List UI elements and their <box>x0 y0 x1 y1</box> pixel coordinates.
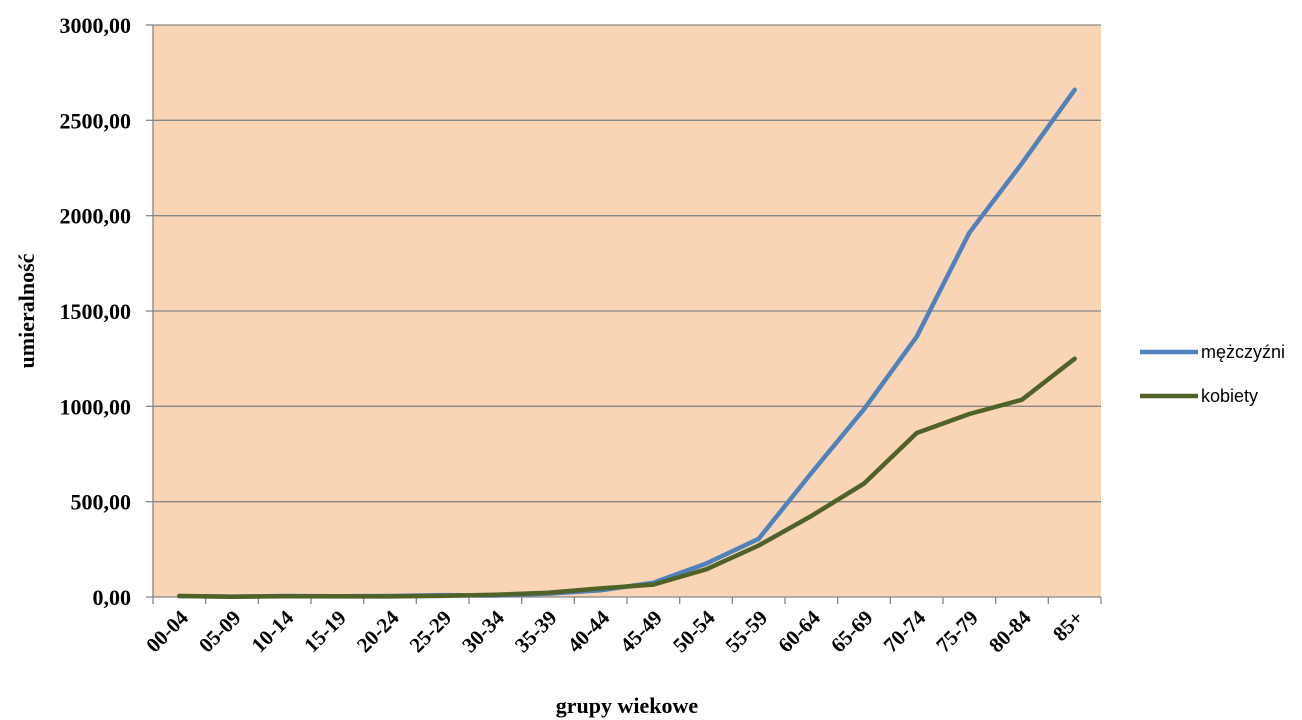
y-tick-label: 3000,00 <box>60 13 132 38</box>
legend-label: mężczyźni <box>1201 342 1285 362</box>
x-tick-label: 50-54 <box>668 605 720 657</box>
x-tick-label: 55-59 <box>721 606 773 658</box>
y-tick-label: 2500,00 <box>60 108 132 133</box>
y-tick-label: 1500,00 <box>60 299 132 324</box>
x-tick-label: 65-69 <box>826 606 878 658</box>
x-tick-label: 80-84 <box>984 605 1036 657</box>
x-tick-label: 45-49 <box>615 606 667 658</box>
x-tick-labels: 00-04 05-09 10-14 15-19 20-24 25-29 30-34 35-39… <box>141 605 1088 657</box>
x-tick-label: 00-04 <box>141 605 193 657</box>
x-tick-label: 60-64 <box>773 605 825 657</box>
x-tick-label: 75-79 <box>931 606 983 658</box>
x-tick-label: 35-39 <box>510 606 562 658</box>
x-tick-label: 25-29 <box>405 606 457 658</box>
legend-label: kobiety <box>1201 386 1258 406</box>
series-line-2 <box>177 356 1077 600</box>
x-tick-label: 70-74 <box>879 605 931 657</box>
legend: mężczyźni kobiety <box>1140 342 1285 406</box>
x-tick-label: 10-14 <box>247 605 299 657</box>
x-tick-label: 05-09 <box>194 606 246 658</box>
y-tick-label: 0,00 <box>93 585 132 610</box>
x-tick-label: 40-44 <box>563 605 615 657</box>
y-tick-labels: 0,00 500,00 1000,00 1500,00 2000,00 2500,00 30… <box>60 13 132 610</box>
y-tick-label: 2000,00 <box>60 204 132 229</box>
y-axis-title: umieralność <box>14 253 39 368</box>
x-axis-title: grupy wiekowe <box>556 693 699 718</box>
x-tick-label: 85+ <box>1048 606 1088 646</box>
y-tick-label: 500,00 <box>71 490 132 515</box>
x-tick-label: 30-34 <box>457 605 509 657</box>
x-tick-label: 15-19 <box>299 606 351 658</box>
series-lines <box>177 87 1077 600</box>
gridlines <box>153 24 1101 503</box>
x-tick-label: 20-24 <box>352 605 404 657</box>
y-tick-label: 1000,00 <box>60 394 132 419</box>
axes <box>146 24 1102 604</box>
